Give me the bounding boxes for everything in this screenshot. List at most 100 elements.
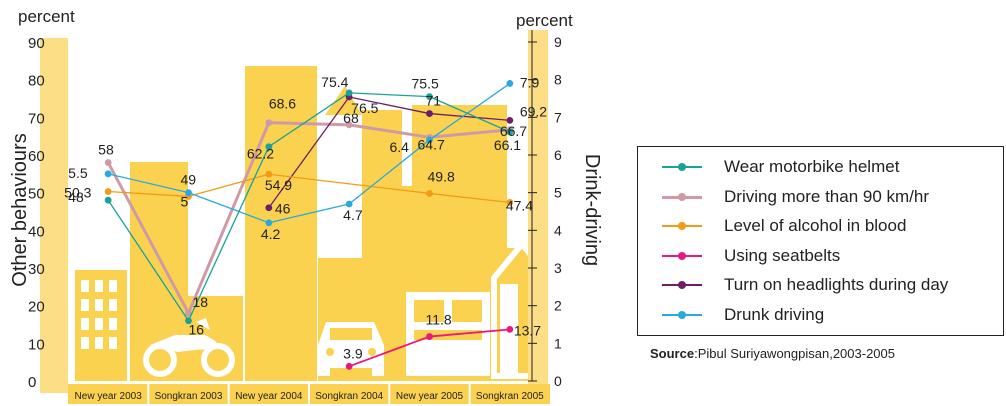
data-label: 54.9 (265, 177, 292, 193)
left-axis-tick-label: 0 (28, 374, 36, 391)
right-axis-tick-label: 4 (554, 222, 562, 238)
data-label: 50.3 (64, 185, 91, 201)
source-text: :Pibul Suriyawongpisan,2003-2005 (694, 346, 895, 361)
data-label: 11.8 (426, 312, 452, 328)
scene-window (81, 318, 89, 330)
data-label: 7.9 (520, 74, 540, 90)
left-axis-tick-label: 20 (28, 299, 45, 316)
data-label: 68 (343, 110, 359, 126)
legend-swatch (662, 162, 702, 172)
data-point (345, 362, 353, 370)
scene-window (95, 318, 103, 330)
legend-item: Turn on headlights during day (662, 273, 948, 297)
data-label: 48 (68, 189, 84, 205)
data-label: 49 (181, 171, 197, 187)
chart: 0 10 20 30 40 50 60 70 80 90 0 1 2 3 4 5 6 7 8 9 percent p… (9, 7, 603, 404)
scene-motorbike-body (150, 318, 222, 352)
series-layer (104, 80, 514, 370)
scene-gap (402, 110, 412, 186)
left-axis-tick-label: 80 (28, 73, 45, 90)
data-label: 13.7 (514, 322, 541, 338)
data-label: 4.7 (343, 207, 363, 223)
scene-window (109, 280, 117, 292)
series-line (108, 82, 511, 224)
data-label: 75.4 (321, 74, 348, 90)
data-point (506, 325, 514, 333)
data-point (104, 188, 112, 195)
data-label: 68.6 (269, 96, 296, 112)
scene-window (109, 318, 117, 330)
data-point (426, 136, 433, 144)
data-label: 16 (189, 322, 205, 338)
data-point (185, 309, 192, 317)
data-point (104, 159, 112, 166)
data-label: 62.2 (247, 146, 274, 162)
data-label: 66.7 (500, 123, 527, 139)
category-axis: New year 2003 Songkran 2003 New year 2004 S… (68, 384, 550, 404)
legend: Wear motorbike helmet Driving more than 9… (637, 146, 1004, 336)
data-point (506, 128, 514, 136)
data-point (506, 80, 514, 87)
data-label: 6.4 (390, 139, 410, 155)
legend-item: Level of alcohol in blood (662, 214, 906, 238)
left-axis-tick-label: 10 (28, 336, 45, 353)
scene-window (109, 337, 117, 349)
data-label: 69.2 (520, 103, 547, 119)
data-point (426, 333, 433, 340)
scene-gap (318, 115, 362, 258)
legend-item: Wear motorbike helmet (662, 155, 899, 179)
data-label: 4.2 (261, 226, 281, 242)
data-label: 71 (426, 93, 442, 109)
data-point (345, 200, 353, 208)
right-axis-unit: percent (516, 11, 573, 30)
data-label: 5.5 (68, 165, 88, 181)
left-axis-tick-label: 30 (28, 261, 45, 278)
data-label: 47.4 (506, 197, 533, 213)
left-axis-tick-label: 90 (28, 35, 45, 52)
data-point (265, 219, 273, 227)
data-point (185, 317, 192, 325)
legend-swatch (662, 192, 702, 202)
category-label: New year 2003 (75, 391, 143, 402)
data-point (506, 199, 514, 206)
data-label: 66.1 (494, 137, 521, 153)
data-point (426, 110, 433, 117)
data-point (345, 89, 353, 97)
scene-window (95, 299, 103, 311)
source-note: Source:Pibul Suriyawongpisan,2003-2005 (650, 346, 895, 361)
legend-label: Using seatbelts (724, 245, 841, 265)
data-point (506, 116, 514, 124)
data-point (104, 196, 112, 204)
legend-label: Drunk driving (724, 304, 825, 324)
legend-swatch (662, 251, 702, 261)
right-axis: 0 1 2 3 4 5 6 7 8 9 (528, 30, 562, 393)
right-axis-tick-label: 6 (554, 147, 562, 163)
left-axis-tick-label: 60 (28, 148, 45, 165)
right-axis-tick-label: 1 (554, 335, 562, 351)
legend-label: Turn on headlights during day (724, 275, 949, 294)
data-labels: 48 16 62.2 75.4 75.5 66.1 58 18 68.6 68 64.7 66.7 50… (64, 74, 547, 361)
left-axis-tick-label: 70 (28, 110, 45, 127)
left-axis-label: Other behaviours (9, 133, 31, 286)
data-label: 46 (275, 201, 291, 217)
data-point (185, 189, 192, 197)
legend-item: Drunk driving (662, 303, 824, 327)
scene-window (95, 280, 103, 292)
data-point (345, 121, 353, 129)
data-point (104, 170, 112, 178)
right-axis-tick-label: 3 (554, 260, 562, 276)
category-label: New year 2004 (235, 391, 303, 402)
data-point (265, 119, 273, 127)
scene-window (95, 337, 103, 349)
data-label: 18 (193, 294, 209, 310)
data-point (265, 143, 273, 151)
legend-item: Using seatbelts (662, 244, 840, 268)
scene-car-window (330, 328, 372, 340)
series-line (107, 92, 511, 322)
scene-car-light (326, 348, 334, 356)
right-axis-tick-label: 5 (554, 185, 562, 201)
left-axis: 0 10 20 30 40 50 60 70 80 90 (28, 35, 68, 393)
data-label: 5 (181, 194, 189, 210)
category-label: Songkran 2004 (315, 391, 383, 402)
scene-window (81, 299, 89, 311)
